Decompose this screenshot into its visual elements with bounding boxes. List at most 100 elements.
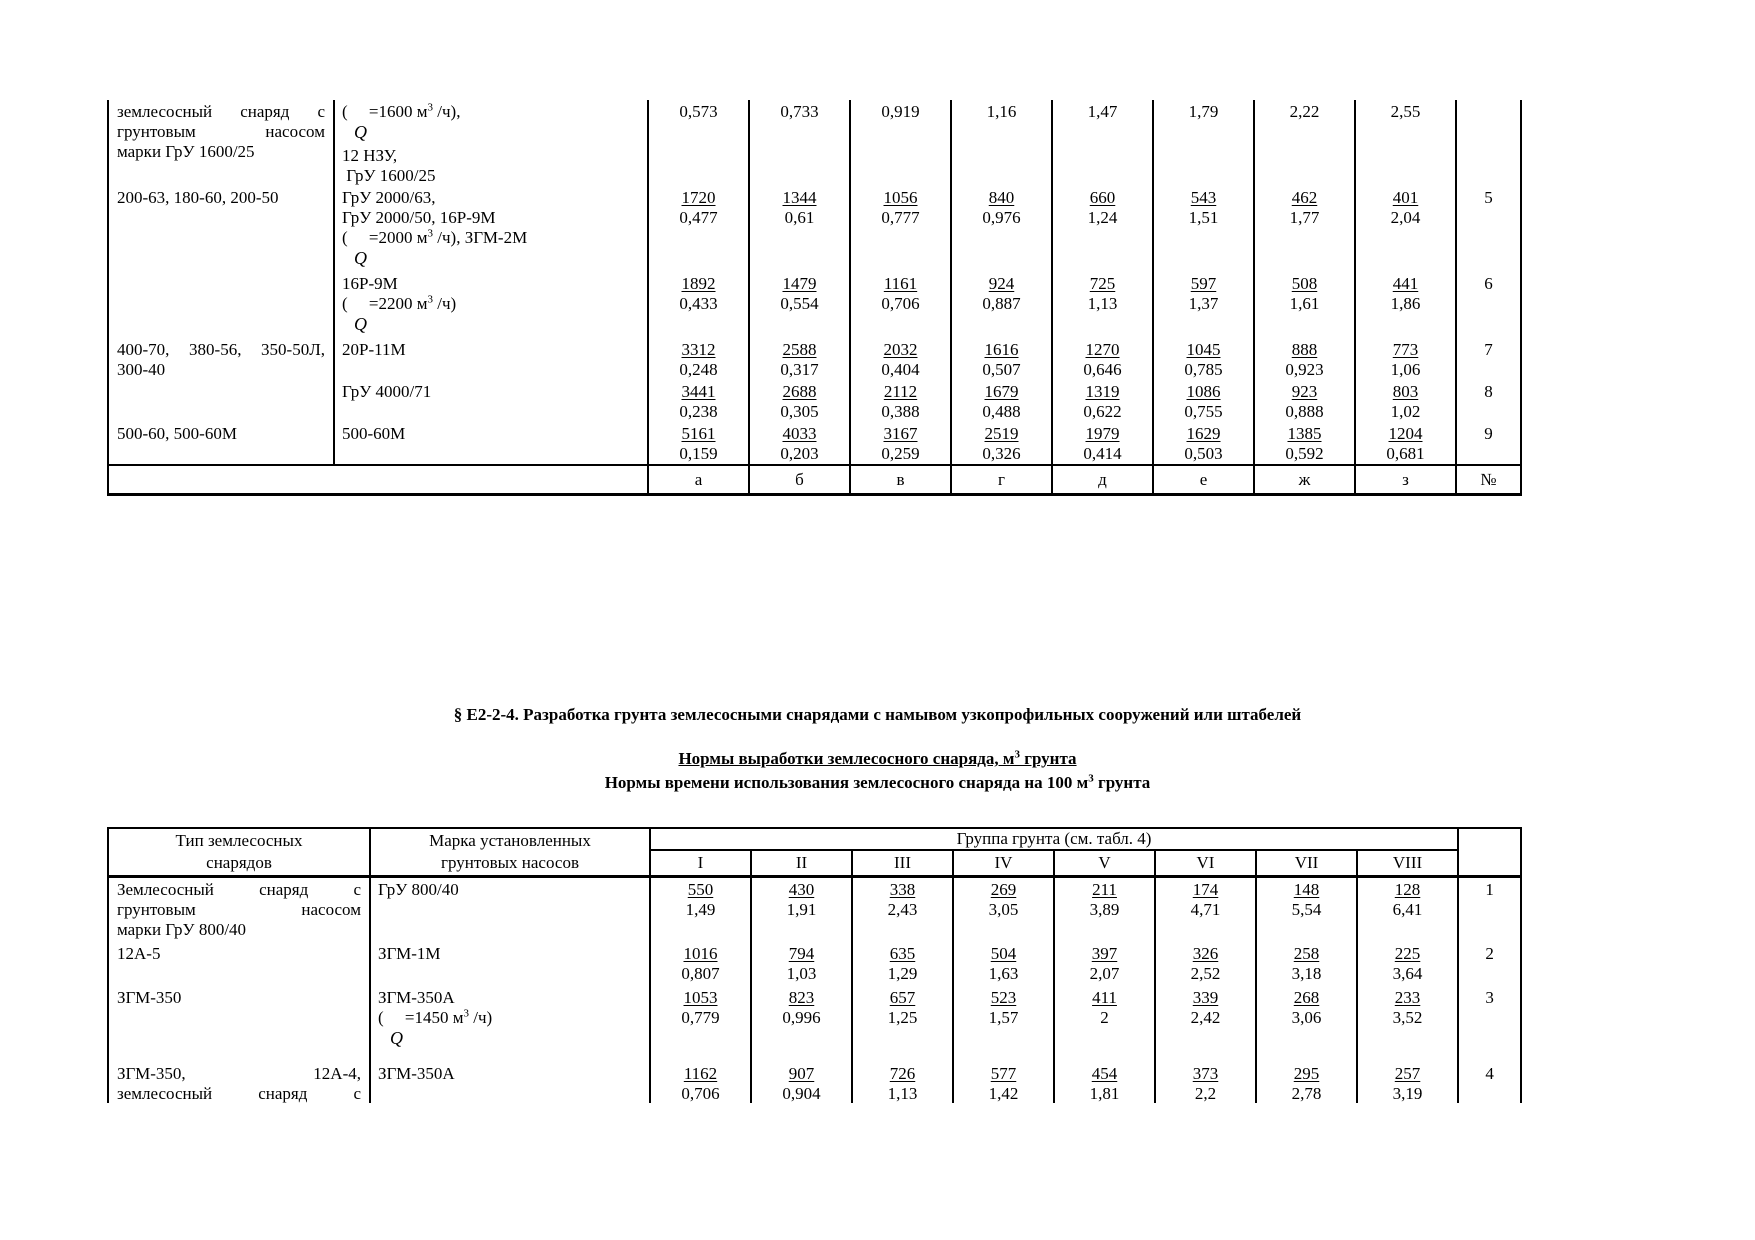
soil-group-header-cell: Группа грунта (см. табл. 4): [648, 827, 1460, 851]
type-cell: [107, 380, 335, 422]
type-line: ЗГМ-350: [117, 987, 182, 1007]
norm-time-value: 1,49: [685, 899, 716, 919]
norm-time-value: 1,86: [1390, 294, 1421, 313]
pump-line: ГрУ 2000/63,: [342, 188, 436, 207]
norm-time-value: 3,18: [1291, 963, 1322, 983]
pump-cell: 20Р-11М: [333, 338, 649, 380]
value-cell: 1056 0,777: [849, 186, 952, 272]
norm-time-value: 0,996: [782, 1007, 821, 1027]
norm-output-value: 2588: [782, 340, 817, 359]
value-cell: 258 3,18: [1255, 939, 1358, 984]
value-cell: 0,573: [647, 100, 750, 186]
value-cell: 211 3,89: [1053, 876, 1156, 940]
value-cell: 2,22: [1253, 100, 1356, 186]
value-cell: 657 1,25: [851, 983, 954, 1052]
norm-time-value: 0,706: [881, 294, 920, 313]
norm-time-value: 0,404: [881, 360, 920, 379]
norm-time-value: 2,22: [1289, 102, 1320, 121]
value-cell: 2519 0,326: [950, 422, 1053, 465]
norm-time-value: 0,554: [780, 294, 819, 313]
section-title: § Е2-2-4. Разработка грунта землесосными…: [453, 705, 1302, 724]
norm-time-value: 4,71: [1190, 899, 1221, 919]
norm-time-value: 0,433: [679, 294, 718, 313]
row-number-cell: 3: [1457, 983, 1523, 1052]
norm-time-value: 0,779: [681, 1007, 720, 1027]
soil-group-column-cell: IV: [952, 849, 1055, 878]
type-header-line1: Тип землесосных: [175, 830, 303, 850]
norm-output-value: 4033: [782, 424, 817, 443]
row-number-cell: 8: [1455, 380, 1522, 422]
value-cell: 1479 0,554: [748, 272, 851, 338]
type-header-cell: Тип землесосных снарядов: [107, 827, 371, 878]
column-letter-cell: в: [849, 464, 952, 496]
value-cell: 577 1,42: [952, 1051, 1055, 1103]
value-cell: 2588 0,317: [748, 338, 851, 380]
value-cell: 1,47: [1051, 100, 1154, 186]
norm-output-value: 1204: [1388, 424, 1423, 443]
norm-time-value: 1,24: [1087, 208, 1118, 227]
norm-output-value: 1979: [1085, 424, 1120, 443]
norm-output-value: 174: [1192, 879, 1219, 899]
value-cell: 923 0,888: [1253, 380, 1356, 422]
row-number-cell: 1: [1457, 876, 1523, 940]
norm-time-value: 0,646: [1083, 360, 1122, 379]
value-cell: 128 6,41: [1355, 876, 1460, 940]
value-cell: 1319 0,622: [1051, 380, 1154, 422]
norm-output-value: 794: [788, 943, 815, 963]
norm-output-value: 373: [1192, 1063, 1219, 1083]
soil-group-column-cell: III: [851, 849, 954, 878]
norm-time-value: 0,755: [1184, 402, 1223, 421]
norm-output-value: 657: [889, 987, 916, 1007]
norm-output-value: 504: [990, 943, 1017, 963]
column-letter-cell: з: [1354, 464, 1457, 496]
norm-output-value: 462: [1291, 188, 1318, 207]
value-cell: 840 0,976: [950, 186, 1053, 272]
pump-header-line1: Марка установленных: [429, 830, 591, 850]
value-cell: 1045 0,785: [1152, 338, 1255, 380]
norm-time-value: 6,41: [1392, 899, 1423, 919]
norm-output-value: 725: [1089, 274, 1116, 293]
soil-group-column-cell: VI: [1154, 849, 1257, 878]
norm-output-value: 3441: [681, 382, 716, 401]
norm-time-value: 0,238: [679, 402, 718, 421]
value-cell: 401 2,04: [1354, 186, 1457, 272]
norm-output-value: 441: [1392, 274, 1419, 293]
pump-line: ЗГМ-1М: [378, 943, 441, 963]
type-cell: ЗГМ-350, 12А-4, землесосный снаряд с: [107, 1051, 371, 1103]
flow-rate-symbol: Q: [354, 248, 367, 268]
norm-time-value: 2,55: [1390, 102, 1421, 121]
pump-cell: 500-60М: [333, 422, 649, 465]
type-line: 500-60, 500-60М: [117, 424, 237, 443]
type-line: грунтовым насосом: [117, 899, 361, 919]
norm-time-value: 1,77: [1289, 208, 1320, 227]
norm-time-value: 0,573: [679, 102, 718, 121]
row-number-header-cell: [1457, 827, 1523, 878]
norms-table: Тип землесосных снарядов Марка установле…: [107, 827, 1523, 1103]
norm-output-value: 803: [1392, 382, 1419, 401]
soil-group-column-cell: II: [750, 849, 853, 878]
norm-output-value: 2688: [782, 382, 817, 401]
value-cell: 268 3,06: [1255, 983, 1358, 1052]
value-cell: 441 1,86: [1354, 272, 1457, 338]
row-number-cell: 2: [1457, 939, 1523, 984]
norm-time-value: 0,503: [1184, 444, 1223, 463]
norm-output-value: 1720: [681, 188, 716, 207]
type-line: землесосный снаряд с: [117, 102, 325, 121]
norm-output-value: 326: [1192, 943, 1219, 963]
value-cell: 225 3,64: [1355, 939, 1460, 984]
norm-time-value: 1,61: [1289, 294, 1320, 313]
norm-output-value: 338: [889, 879, 916, 899]
norm-time-value: 0,706: [681, 1083, 720, 1103]
soil-group-column-cell: VII: [1255, 849, 1358, 878]
value-cell: 4033 0,203: [748, 422, 851, 465]
norm-output-value: 233: [1394, 987, 1421, 1007]
norm-time-value: 1,16: [986, 102, 1017, 121]
type-line: марки ГрУ 1600/25: [117, 142, 255, 161]
norm-output-value: 840: [988, 188, 1015, 207]
norms-table-clip-region: Тип землесосных снарядов Марка установле…: [107, 827, 1531, 1103]
value-cell: 148 5,54: [1255, 876, 1358, 940]
letters-spacer-cell: [107, 464, 649, 496]
pump-line: ( =1450 м3 /ч): [378, 1006, 493, 1027]
pump-line: ( =2200 м3 /ч): [342, 293, 457, 313]
